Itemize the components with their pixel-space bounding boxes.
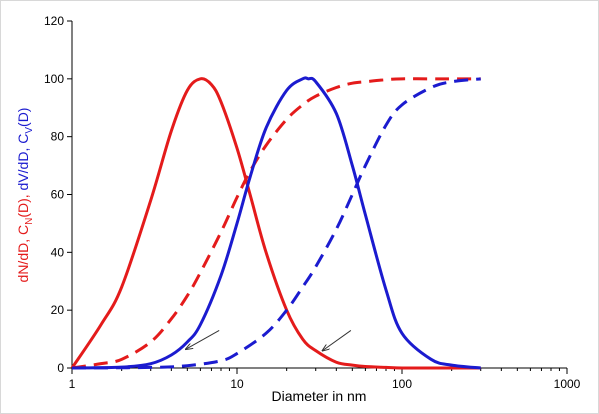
red-solid-series-line: [70, 77, 481, 370]
y-axis-title: dN/dD, CN(D), dV/dD, CV(D): [15, 108, 35, 283]
y-tick-label: 100: [44, 72, 64, 86]
y-axis-title-part: (D): [15, 108, 31, 127]
y-tick-label: 40: [51, 245, 65, 259]
annotation-arrow: [186, 329, 220, 349]
y-axis-title-part: dN/dD, C: [15, 225, 31, 283]
blue-solid-series-line: [71, 76, 481, 370]
annotation-arrow: [323, 330, 352, 350]
y-tick-label: 120: [44, 14, 64, 28]
x-tick-label: 100: [392, 377, 412, 391]
x-tick-label: 10: [230, 377, 244, 391]
y-axis-title-part: V: [24, 127, 35, 134]
red-dashed-series-line: [71, 77, 481, 370]
x-tick-label: 1: [69, 377, 76, 391]
annotation-arrows: [186, 329, 352, 350]
y-tick-label: 60: [51, 188, 65, 202]
y-tick-label: 80: [51, 130, 65, 144]
y-axis-title-part: N: [24, 218, 35, 225]
y-tick-label: 0: [57, 361, 64, 375]
y-tick-label: 20: [51, 303, 65, 317]
x-axis-title: Diameter in nm: [272, 388, 367, 404]
y-axis-title-part: (D),: [15, 190, 31, 217]
series-group: [70, 76, 481, 370]
x-tick-label: 1000: [554, 377, 581, 391]
blue-dashed-series-line: [71, 77, 481, 370]
y-axis-title-part: dV/dD, C: [15, 134, 31, 191]
